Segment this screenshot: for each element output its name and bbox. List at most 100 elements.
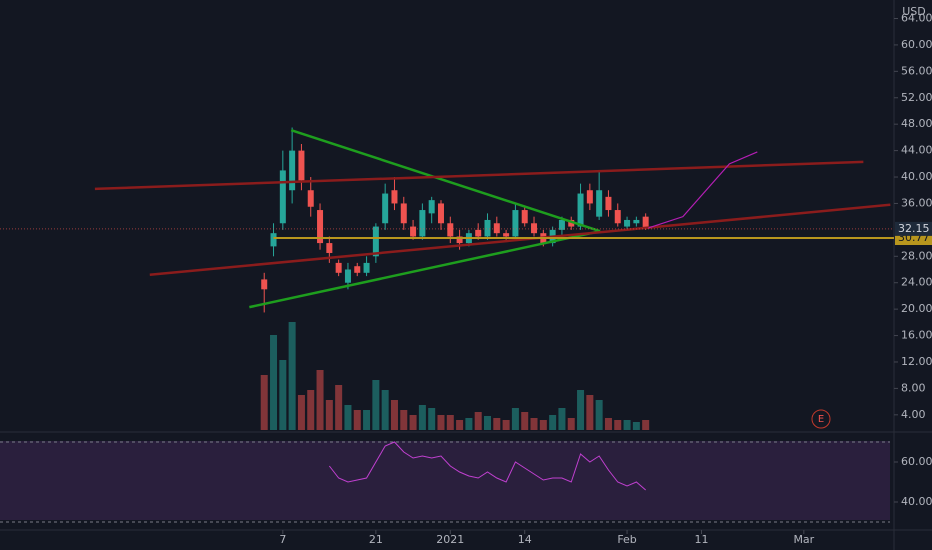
candle-body	[428, 200, 435, 214]
volume-bar	[325, 400, 333, 430]
y-tick-label: 56.00	[901, 64, 932, 77]
volume-bar	[344, 405, 352, 430]
candle-body	[270, 233, 277, 247]
trend-line	[290, 128, 601, 233]
candle-body	[624, 219, 631, 227]
volume-bar	[502, 420, 510, 430]
y-tick-label: 20.00	[901, 302, 932, 315]
y-tick-label: 36.00	[901, 196, 932, 209]
currency: USD	[902, 5, 926, 18]
volume-bar	[363, 410, 371, 430]
volume-bar	[418, 405, 426, 430]
y-tick-label: 52.00	[901, 91, 932, 104]
volume-bar	[456, 420, 464, 430]
volume-bar	[521, 412, 529, 430]
volume-bar	[353, 410, 361, 430]
candle-body	[289, 150, 296, 191]
volume-bar	[390, 400, 398, 430]
x-tick-label: 2021	[436, 533, 464, 546]
candle-body	[456, 236, 463, 244]
candle-body	[531, 223, 538, 234]
y-tick-label: 48.00	[901, 117, 932, 130]
volume-bar	[604, 418, 612, 430]
volume-bar	[400, 410, 408, 430]
volume-bar	[614, 420, 622, 430]
rsi-tick-label: 60.00	[901, 455, 932, 468]
volume-bar	[539, 420, 547, 430]
y-tick-label: 8.00	[901, 381, 926, 394]
candle-body	[261, 279, 268, 290]
volume-bar	[372, 380, 380, 430]
volume-bar	[316, 370, 324, 430]
trend-line	[249, 229, 601, 309]
volume-bar	[511, 408, 519, 430]
volume-bar	[474, 412, 482, 430]
volume-bar	[642, 420, 650, 430]
candle-body	[512, 210, 519, 237]
candle-body	[596, 190, 603, 217]
x-tick-label: 7	[279, 533, 286, 546]
candle-body	[633, 219, 640, 224]
y-tick-label: 24.00	[901, 276, 932, 289]
volume-bar	[307, 390, 315, 430]
volume-bar	[465, 418, 473, 430]
x-tick-label: 14	[518, 533, 532, 546]
trend-line	[94, 160, 864, 191]
volume-bar	[409, 415, 417, 430]
x-tick-label: Feb	[617, 533, 636, 546]
candle-body	[605, 196, 612, 211]
volume-bar	[270, 335, 278, 430]
earnings-label: E	[818, 414, 824, 425]
volume-bar	[558, 408, 566, 430]
volume-bar	[297, 395, 305, 430]
earnings-marker	[811, 409, 831, 429]
volume-bar	[446, 415, 454, 430]
rsi-tick-label: 40.00	[901, 495, 932, 508]
candle-body	[586, 190, 593, 204]
y-tick-label: 4.00	[901, 408, 926, 421]
rsi-band	[0, 441, 890, 520]
candle-body	[577, 193, 584, 227]
candle-body	[382, 193, 389, 224]
candle-body	[326, 243, 333, 253]
trend-line	[648, 151, 758, 229]
volume-bar	[632, 422, 640, 430]
candle-body	[344, 269, 351, 283]
candle-body	[410, 226, 417, 237]
y-tick-label: 44.00	[901, 144, 932, 157]
last-price-tag	[895, 221, 932, 236]
volume-bar	[428, 408, 436, 430]
rsi-line	[328, 441, 646, 491]
candle-body	[335, 262, 342, 273]
y-tick-label: 40.00	[901, 170, 932, 183]
candle-body	[568, 219, 575, 227]
volume-bar	[530, 418, 538, 430]
candle-body	[484, 219, 491, 237]
y-tick-label: 64.00	[901, 11, 932, 24]
candle-body	[363, 262, 370, 273]
candle-body	[279, 170, 286, 224]
volume-bar	[279, 360, 287, 430]
volume-bar	[484, 416, 492, 430]
plot: 4.00 8.00 12.00 16.00 20.00 24.00 28.00 36.00 40…	[0, 11, 932, 546]
volume-bar	[288, 322, 296, 430]
volume-bar	[260, 375, 268, 430]
volume-bar	[567, 418, 575, 430]
volume-bar	[623, 420, 631, 430]
candle-body	[307, 190, 314, 207]
volume-bar	[549, 415, 557, 430]
y-tick-label: 28.00	[901, 249, 932, 262]
candle-body	[354, 266, 361, 273]
candle-body	[614, 210, 621, 224]
last-price-label: 32.15	[898, 222, 930, 235]
candle-body	[437, 203, 444, 224]
candle-body	[298, 150, 305, 181]
candle-body	[493, 223, 500, 234]
candle-body	[558, 219, 565, 230]
volume-bar	[381, 390, 389, 430]
candle-body	[521, 210, 528, 224]
candle-body	[419, 210, 426, 237]
candle-body	[317, 210, 324, 244]
volume-bar	[335, 385, 343, 430]
